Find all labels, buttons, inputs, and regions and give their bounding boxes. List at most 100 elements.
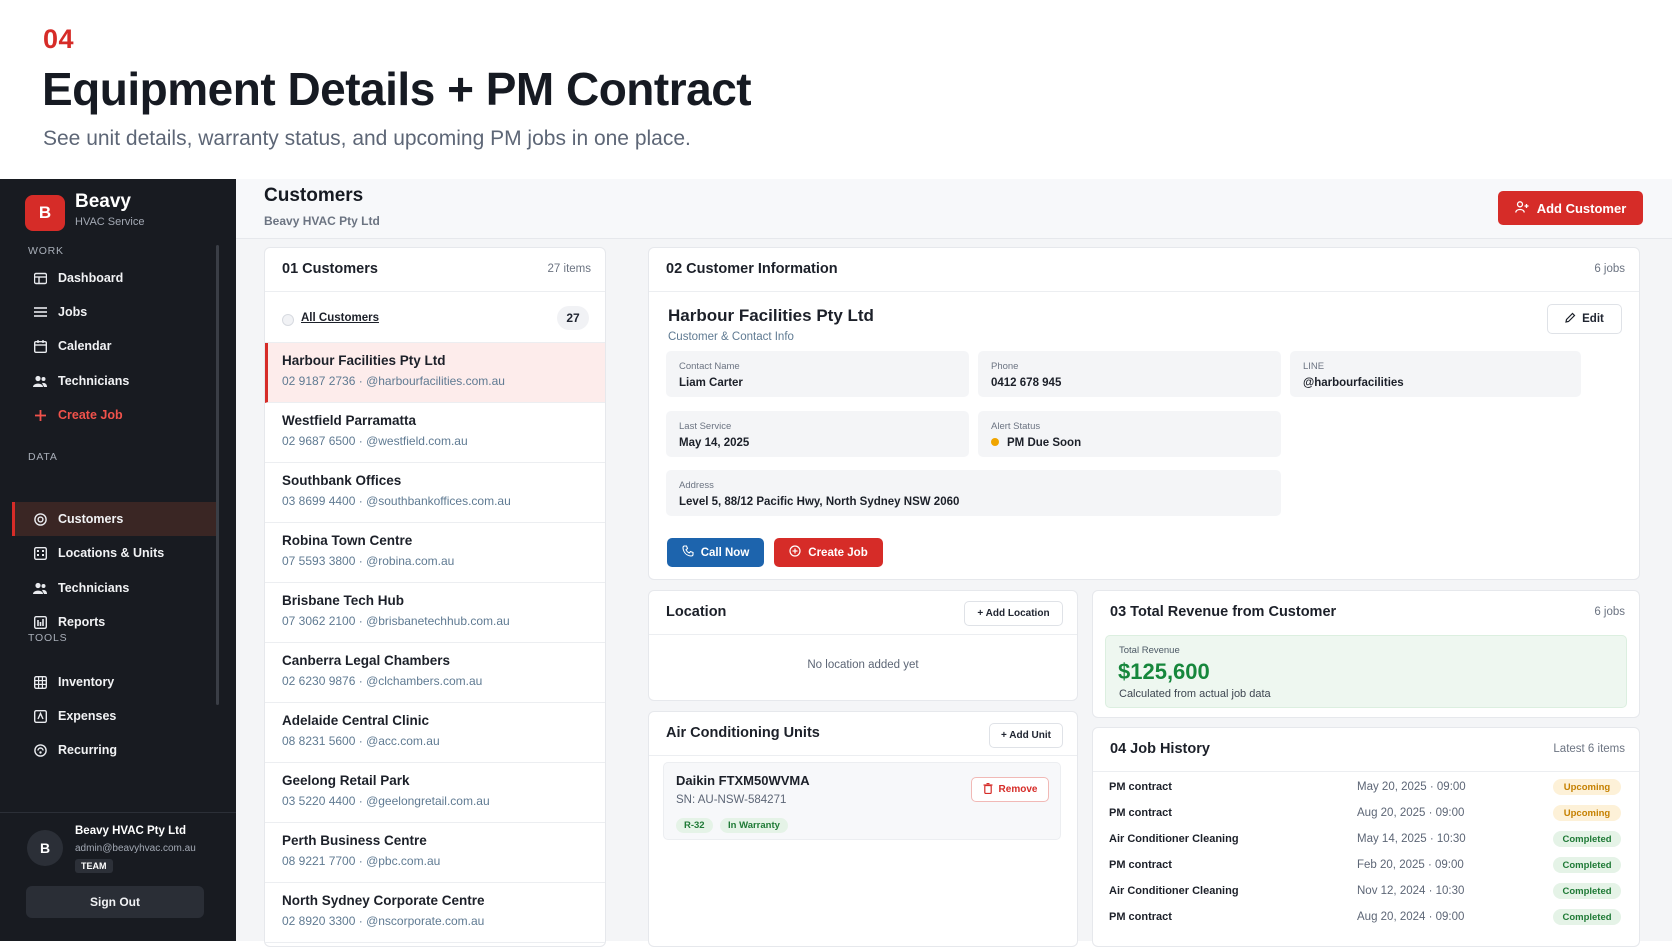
pencil-icon: [1565, 312, 1576, 326]
table-row[interactable]: PM contract Feb 20, 2025 · 09:00 Complet…: [1093, 852, 1639, 878]
customer-row[interactable]: Westfield Parramatta 02 9687 6500 · @wes…: [265, 403, 605, 463]
sidebar-item-inventory[interactable]: Inventory: [12, 665, 217, 699]
customer-row[interactable]: Canberra Legal Chambers 02 6230 9876 · @…: [265, 643, 605, 703]
unit-item: Daikin FTXM50WVMA SN: AU-NSW-584271 R-32…: [663, 762, 1061, 840]
field-value: Liam Carter: [679, 377, 743, 389]
empty-location-message: No location added yet: [807, 659, 919, 671]
add-customer-button[interactable]: Add Customer: [1498, 191, 1643, 225]
section-number: 04: [43, 24, 75, 54]
all-customers-filter[interactable]: All Customers 27: [265, 293, 605, 343]
customer-name: Robina Town Centre: [282, 533, 413, 548]
field-value: Level 5, 88/12 Pacific Hwy, North Sydney…: [679, 496, 960, 508]
customer-name: North Sydney Corporate Centre: [282, 893, 485, 908]
section-label-work: WORK: [28, 245, 64, 257]
trash-icon: [983, 782, 993, 797]
sidebar-item-technicians-data[interactable]: Technicians: [12, 571, 217, 605]
customer-detail-name: Harbour Facilities Pty Ltd: [668, 306, 874, 325]
sidebar-scrollbar[interactable]: [216, 245, 219, 705]
job-name: PM contract: [1109, 807, 1172, 819]
section-label-tools: TOOLS: [28, 632, 68, 644]
table-row[interactable]: PM contract Aug 20, 2024 · 09:00 Complet…: [1093, 904, 1639, 930]
card-title: Location: [666, 604, 727, 620]
revenue-summary: Total Revenue $125,600 Calculated from a…: [1105, 635, 1627, 708]
sidebar-item-locations-units[interactable]: Locations & Units: [12, 536, 217, 570]
customer-row[interactable]: Southbank Offices 03 8699 4400 · @southb…: [265, 463, 605, 523]
card-title: 02 Customer Information: [666, 261, 838, 277]
edit-button[interactable]: Edit: [1547, 304, 1622, 334]
sidebar-item-create-job[interactable]: Create Job: [12, 398, 217, 432]
all-customers-count: 27: [557, 306, 589, 330]
job-name: Air Conditioner Cleaning: [1109, 833, 1239, 845]
customer-row[interactable]: Adelaide Central Clinic 08 8231 5600 · @…: [265, 703, 605, 763]
table-row[interactable]: PM contract Aug 20, 2025 · 09:00 Upcomin…: [1093, 800, 1639, 826]
customer-row[interactable]: Brisbane Tech Hub 07 3062 2100 · @brisba…: [265, 583, 605, 643]
customer-contact: 07 3062 2100 · @brisbanetechhub.com.au: [282, 614, 510, 628]
page-subtitle: Beavy HVAC Pty Ltd: [264, 214, 380, 228]
unit-model: Daikin FTXM50WVMA: [676, 773, 810, 788]
job-date: May 20, 2025 · 09:00: [1357, 781, 1466, 793]
hero-subtitle: See unit details, warranty status, and u…: [43, 127, 691, 150]
alert-status-field: Alert Status PM Due Soon: [978, 411, 1281, 457]
sidebar-item-label: Create Job: [58, 408, 123, 422]
location-card: Location + Add Location No location adde…: [648, 590, 1078, 701]
sidebar-item-calendar[interactable]: Calendar: [12, 329, 217, 363]
sidebar-item-expenses[interactable]: Expenses: [12, 699, 217, 733]
status-badge: Completed: [1553, 883, 1621, 899]
customers-count: 27 items: [547, 263, 591, 275]
sidebar-item-jobs[interactable]: Jobs: [12, 295, 217, 329]
add-unit-button[interactable]: + Add Unit: [989, 723, 1063, 748]
page-header: Customers Beavy HVAC Pty Ltd Add Custome…: [236, 179, 1672, 239]
field-label: LINE: [1303, 361, 1325, 372]
field-value: @harbourfacilities: [1303, 377, 1404, 389]
customer-row[interactable]: Geelong Retail Park 03 5220 4400 · @geel…: [265, 763, 605, 823]
call-now-button[interactable]: Call Now: [667, 538, 764, 567]
customer-contact: 07 5593 3800 · @robina.com.au: [282, 554, 455, 568]
table-row[interactable]: PM contract May 20, 2025 · 09:00 Upcomin…: [1093, 774, 1639, 800]
field-value: May 14, 2025: [679, 437, 750, 449]
plus-circle-icon: [789, 545, 801, 560]
sidebar-item-reports[interactable]: Reports: [12, 605, 217, 639]
sidebar-item-label: Reports: [58, 615, 106, 629]
job-date: Nov 12, 2024 · 10:30: [1357, 885, 1465, 897]
sidebar-item-label: Expenses: [58, 709, 117, 723]
sidebar-item-dashboard[interactable]: Dashboard: [12, 261, 217, 295]
section-label-data: DATA: [28, 451, 58, 463]
remove-unit-button[interactable]: Remove: [971, 777, 1049, 802]
job-date: May 14, 2025 · 10:30: [1357, 833, 1466, 845]
customer-detail-subtitle: Customer & Contact Info: [668, 331, 794, 343]
job-name: Air Conditioner Cleaning: [1109, 885, 1239, 897]
table-row[interactable]: Air Conditioner Cleaning May 14, 2025 · …: [1093, 826, 1639, 852]
building-icon: [33, 546, 47, 560]
refrigerant-tag: R-32: [676, 818, 713, 833]
sidebar-item-technicians[interactable]: Technicians: [12, 364, 217, 398]
customer-row[interactable]: North Sydney Corporate Centre 02 8920 33…: [265, 883, 605, 943]
add-location-button[interactable]: + Add Location: [964, 601, 1063, 626]
customer-row[interactable]: Robina Town Centre 07 5593 3800 · @robin…: [265, 523, 605, 583]
card-header: 03 Total Revenue from Customer 6 jobs: [1093, 591, 1639, 635]
status-badge: Completed: [1553, 831, 1621, 847]
status-badge: Upcoming: [1553, 805, 1621, 821]
customers-card: 01 Customers 27 items All Customers 27 H…: [264, 247, 606, 947]
phone-field: Phone 0412 678 945: [978, 351, 1281, 397]
customer-name: Southbank Offices: [282, 473, 402, 488]
sidebar-item-label: Recurring: [58, 743, 118, 757]
sidebar-item-recurring[interactable]: Recurring: [12, 733, 217, 767]
alert-status-value: PM Due Soon: [1007, 437, 1082, 449]
table-row[interactable]: Air Conditioner Cleaning Nov 12, 2024 · …: [1093, 878, 1639, 904]
field-label: Contact Name: [679, 361, 740, 372]
customer-row[interactable]: Perth Business Centre 08 9221 7700 · @pb…: [265, 823, 605, 883]
card-header: 01 Customers 27 items: [265, 248, 605, 292]
sidebar-item-customers[interactable]: Customers: [12, 502, 217, 536]
target-icon: [33, 512, 47, 526]
radio-icon: [282, 314, 294, 326]
customer-name: Canberra Legal Chambers: [282, 653, 451, 668]
warranty-tag: In Warranty: [720, 818, 788, 833]
customer-row-selected[interactable]: Harbour Facilities Pty Ltd 02 9187 2736 …: [265, 343, 605, 403]
customer-name: Perth Business Centre: [282, 833, 427, 848]
sign-out-button[interactable]: Sign Out: [26, 886, 204, 918]
main-content: Customers Beavy HVAC Pty Ltd Add Custome…: [236, 179, 1672, 947]
create-job-button[interactable]: Create Job: [774, 538, 883, 567]
calendar-icon: [33, 339, 47, 353]
alert-dot-icon: [991, 438, 999, 446]
card-header: 04 Job History Latest 6 items: [1093, 728, 1639, 772]
